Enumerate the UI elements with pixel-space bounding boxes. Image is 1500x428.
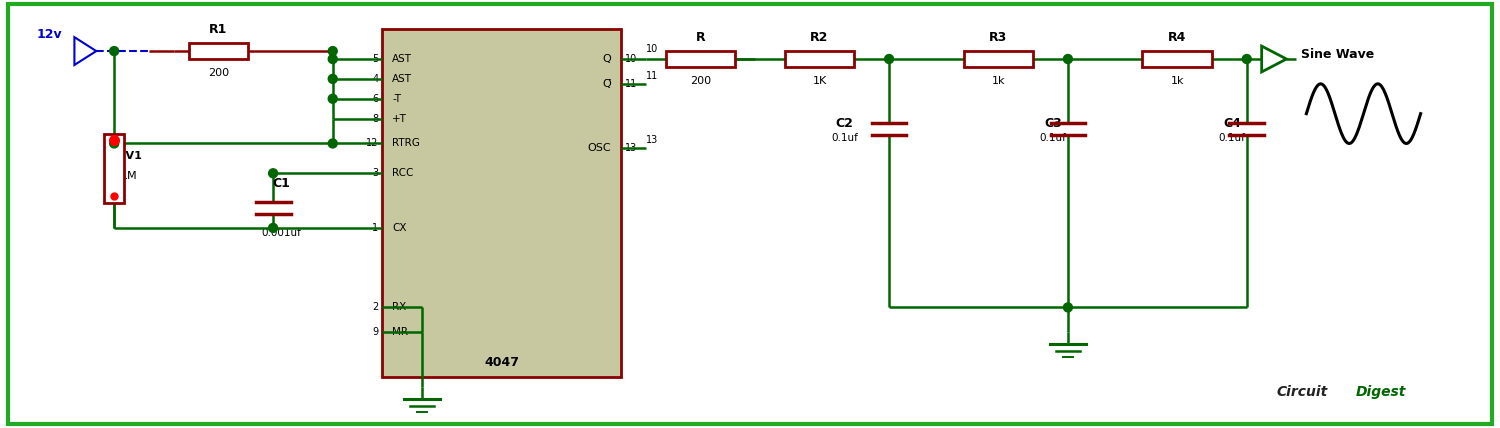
Text: C2: C2 xyxy=(836,117,854,130)
Text: 3: 3 xyxy=(372,168,378,178)
Circle shape xyxy=(328,47,338,56)
Text: 11: 11 xyxy=(626,79,638,89)
Text: 4: 4 xyxy=(372,74,378,84)
Text: RV1: RV1 xyxy=(117,152,141,161)
Text: 12: 12 xyxy=(366,139,378,149)
Text: 0.1uf: 0.1uf xyxy=(1218,134,1245,143)
Circle shape xyxy=(268,169,278,178)
Text: OSC: OSC xyxy=(588,143,610,153)
Text: 1k: 1k xyxy=(992,76,1005,86)
Circle shape xyxy=(110,139,118,148)
Bar xyxy=(1143,51,1212,67)
Text: 2: 2 xyxy=(372,303,378,312)
Text: RCC: RCC xyxy=(393,168,414,178)
Text: 1M: 1M xyxy=(120,171,138,181)
Bar xyxy=(382,29,621,377)
Text: C4: C4 xyxy=(1222,117,1240,130)
Text: +T: +T xyxy=(393,113,406,124)
Text: AST̅: AST̅ xyxy=(393,74,412,84)
Bar xyxy=(104,134,125,203)
Text: C1: C1 xyxy=(272,177,290,190)
Text: 10: 10 xyxy=(626,54,638,64)
Text: 1k: 1k xyxy=(1170,76,1184,86)
Text: 0.1uf: 0.1uf xyxy=(831,134,858,143)
Text: 0.001uf: 0.001uf xyxy=(261,228,302,238)
Text: MR: MR xyxy=(393,327,408,337)
Text: 13: 13 xyxy=(645,136,658,146)
Bar xyxy=(963,51,1034,67)
Text: 12v: 12v xyxy=(38,28,63,41)
Text: R3: R3 xyxy=(990,31,1008,44)
Text: 8: 8 xyxy=(372,113,378,124)
Text: R: R xyxy=(696,31,705,44)
Text: Q̅: Q̅ xyxy=(602,79,610,89)
Text: Circuit: Circuit xyxy=(1276,385,1328,399)
Circle shape xyxy=(268,223,278,232)
Text: 1K: 1K xyxy=(813,76,826,86)
Circle shape xyxy=(1242,54,1251,63)
Circle shape xyxy=(328,54,338,63)
Circle shape xyxy=(885,54,894,63)
Text: Digest: Digest xyxy=(1356,385,1407,399)
Circle shape xyxy=(328,94,338,103)
Text: 9: 9 xyxy=(372,327,378,337)
Text: Q: Q xyxy=(602,54,610,64)
Text: 5: 5 xyxy=(372,54,378,64)
Text: 10: 10 xyxy=(645,44,658,54)
Text: RTRG: RTRG xyxy=(393,139,420,149)
Text: 4047: 4047 xyxy=(484,356,519,369)
Bar xyxy=(189,43,249,59)
Circle shape xyxy=(1064,303,1072,312)
Text: 0.1uf: 0.1uf xyxy=(1040,134,1066,143)
Text: 1: 1 xyxy=(372,223,378,233)
Text: AST: AST xyxy=(393,54,412,64)
Circle shape xyxy=(328,74,338,83)
Text: CX: CX xyxy=(393,223,406,233)
Bar xyxy=(784,51,855,67)
Text: -T: -T xyxy=(393,94,402,104)
Text: R1: R1 xyxy=(210,23,228,36)
Text: R4: R4 xyxy=(1168,31,1186,44)
Text: C3: C3 xyxy=(1044,117,1062,130)
Text: Sine Wave: Sine Wave xyxy=(1302,48,1374,60)
Text: R2: R2 xyxy=(810,31,828,44)
Circle shape xyxy=(328,139,338,148)
Text: 13: 13 xyxy=(626,143,638,153)
Circle shape xyxy=(110,47,118,56)
Text: 6: 6 xyxy=(372,94,378,104)
Circle shape xyxy=(1064,54,1072,63)
Text: RX: RX xyxy=(393,303,406,312)
Bar xyxy=(666,51,735,67)
Text: 11: 11 xyxy=(645,71,658,81)
Text: 200: 200 xyxy=(209,68,230,78)
Text: 200: 200 xyxy=(690,76,711,86)
